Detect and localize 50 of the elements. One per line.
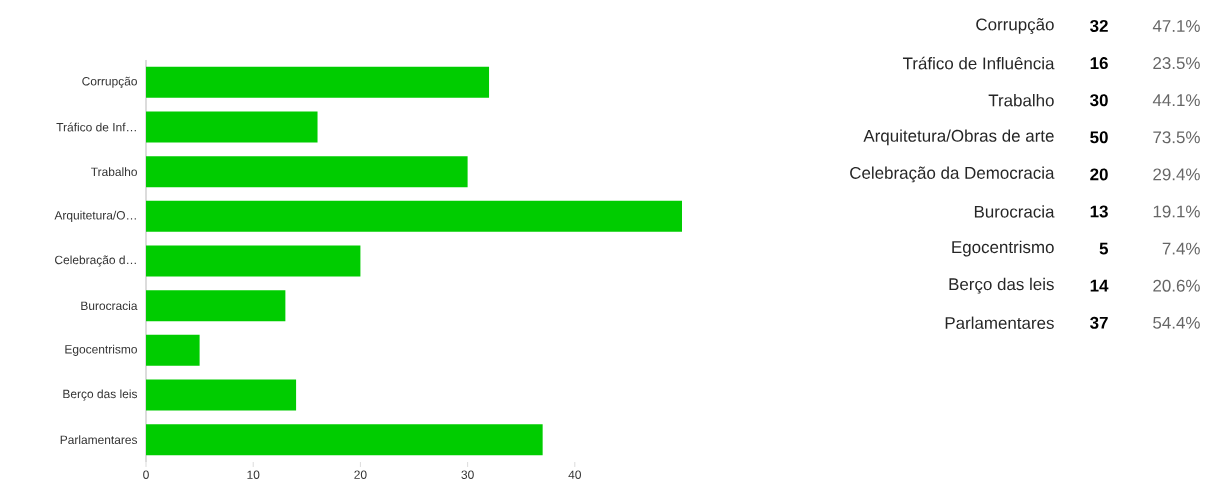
category-label: Parlamentares [945, 316, 1054, 330]
y-tick-label: Berço das leis [63, 389, 138, 401]
category-label: Burocracia [974, 205, 1055, 218]
y-tick-label: Celebração d… [55, 255, 136, 267]
category-label: Corrupção [976, 18, 1054, 34]
bar [146, 245, 361, 277]
category-label: Egocentrismo [952, 240, 1054, 257]
data-label: 32 [1090, 19, 1108, 32]
data-label: 20 [1090, 168, 1108, 181]
category-label: Berço das leis [949, 277, 1054, 294]
bar [146, 200, 683, 232]
data-label: 7.4% [1162, 242, 1200, 255]
category-label: Trabalho [988, 93, 1054, 107]
x-tick-label: 10 [247, 470, 260, 479]
category-label: Tráfico de Influência [902, 56, 1055, 70]
y-tick-label: Trabalho [91, 167, 137, 177]
category-label: Arquitetura/Obras de arte [863, 129, 1054, 146]
data-label: 14 [1090, 279, 1109, 292]
y-tick-label: Burocracia [81, 301, 138, 311]
y-tick-label: Tráfico de Inf… [56, 122, 136, 132]
category-label: Celebração da Democracia [850, 166, 1055, 183]
data-label: 16 [1090, 57, 1108, 70]
x-tick-label: 30 [461, 470, 474, 479]
y-tick-label: Arquitetura/O… [54, 210, 136, 222]
y-tick-label: Parlamentares [60, 435, 138, 445]
data-label: 23.5% [1153, 57, 1200, 70]
data-label: 5 [1099, 242, 1109, 255]
data-label: 50 [1090, 131, 1108, 144]
x-tick-label: 40 [568, 470, 581, 479]
data-label: 54.4% [1153, 316, 1200, 329]
data-label: 19.1% [1153, 205, 1200, 218]
x-tick-label: 20 [354, 470, 367, 479]
bar [146, 290, 286, 322]
data-label: 13 [1090, 205, 1108, 218]
bar [146, 334, 200, 366]
data-label: 20.6% [1153, 279, 1200, 292]
data-label: 73.5% [1153, 131, 1200, 144]
x-tick-label: 0 [143, 470, 149, 479]
data-label: 29.4% [1153, 168, 1200, 181]
data-label: 30 [1090, 94, 1108, 107]
data-label: 44.1% [1152, 94, 1200, 107]
bar [146, 66, 490, 98]
bar [146, 156, 468, 188]
data-label: 47.1% [1152, 20, 1200, 32]
data-label: 37 [1090, 316, 1108, 329]
bar [146, 379, 297, 411]
y-tick-label: Corrupção [82, 76, 137, 88]
bar [146, 111, 318, 143]
bar [146, 424, 543, 456]
y-tick-label: Egocentrismo [65, 344, 137, 356]
